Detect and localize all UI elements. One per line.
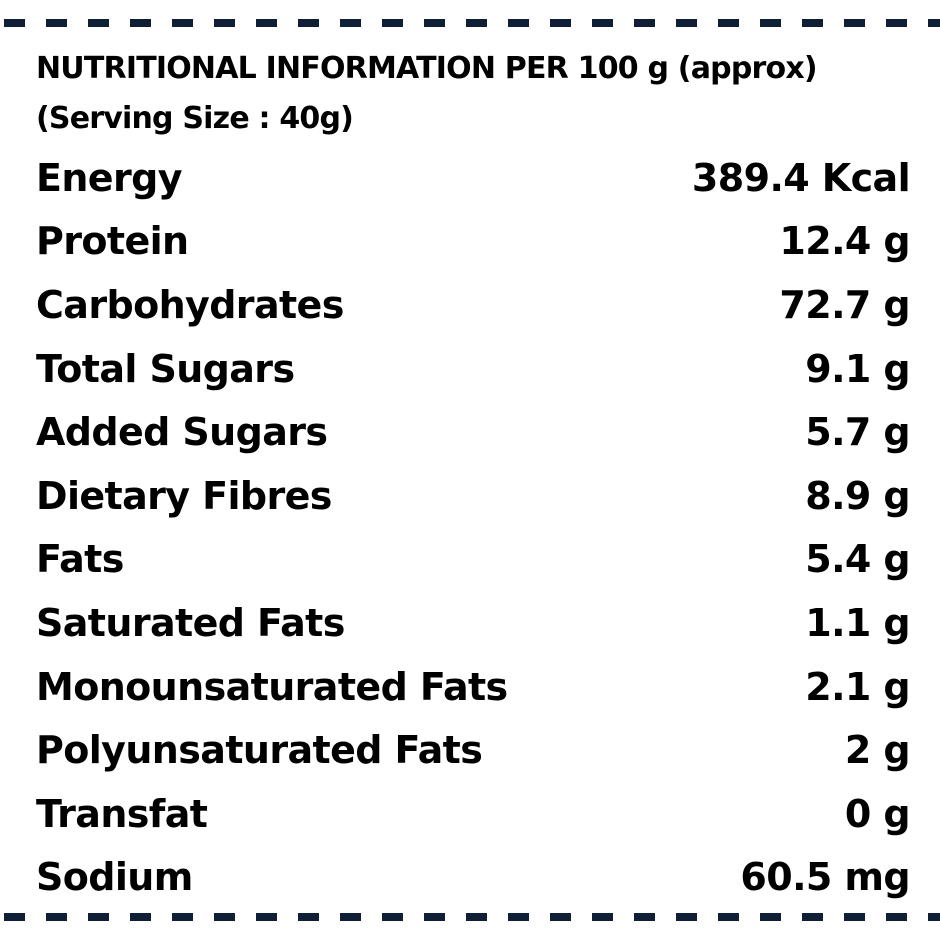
nutrient-row: Polyunsaturated Fats 2 g <box>36 718 911 782</box>
nutrient-name: Sodium <box>36 855 193 900</box>
nutrient-value: 1.1 g <box>805 600 910 645</box>
nutrient-row: Energy 389.4 Kcal <box>36 146 911 210</box>
nutrient-name: Fats <box>36 537 124 582</box>
nutrient-row: Saturated Fats 1.1 g <box>36 591 911 655</box>
serving-size: (Serving Size : 40g) <box>36 101 354 136</box>
nutrient-name: Dietary Fibres <box>36 473 332 518</box>
nutrient-value: 5.4 g <box>805 537 910 582</box>
header-title: NUTRITIONAL INFORMATION PER 100 g (appro… <box>36 51 818 86</box>
nutrient-row: Carbohydrates 72.7 g <box>36 273 911 337</box>
nutrient-name: Monounsaturated Fats <box>36 664 508 709</box>
nutrient-table: Energy 389.4 Kcal Protein 12.4 g Carbohydrat… <box>36 146 911 910</box>
nutrient-row: Total Sugars 9.1 g <box>36 337 911 401</box>
nutrient-value: 2 g <box>844 728 911 773</box>
nutrient-value: 9.1 g <box>805 346 910 391</box>
top-dashed-border <box>4 19 940 27</box>
nutrient-value: 8.9 g <box>805 473 910 518</box>
nutrient-name: Added Sugars <box>36 410 328 455</box>
nutrient-value: 389.4 Kcal <box>691 155 911 200</box>
nutrient-row: Transfat 0 g <box>36 782 911 846</box>
nutrient-name: Saturated Fats <box>36 600 345 645</box>
nutrient-value: 12.4 g <box>779 219 910 264</box>
nutrient-row: Monounsaturated Fats 2.1 g <box>36 655 911 719</box>
nutrient-row: Sodium 60.5 mg <box>36 846 911 910</box>
nutrient-name: Total Sugars <box>36 346 295 391</box>
nutrient-value: 60.5 mg <box>740 855 910 900</box>
nutrient-name: Energy <box>36 155 183 200</box>
nutrient-name: Transfat <box>36 791 208 836</box>
nutrient-value: 2.1 g <box>805 664 910 709</box>
nutrient-row: Fats 5.4 g <box>36 528 911 592</box>
nutrient-name: Protein <box>36 219 189 264</box>
nutrient-row: Dietary Fibres 8.9 g <box>36 464 911 528</box>
nutrient-value: 0 g <box>844 791 911 836</box>
nutrient-row: Added Sugars 5.7 g <box>36 400 911 464</box>
nutrient-name: Polyunsaturated Fats <box>36 728 483 773</box>
nutrient-value: 5.7 g <box>805 410 910 455</box>
nutrition-header: NUTRITIONAL INFORMATION PER 100 g (appro… <box>36 44 818 144</box>
nutrient-value: 72.7 g <box>779 282 910 327</box>
bottom-dashed-border <box>4 913 940 921</box>
nutrient-name: Carbohydrates <box>36 282 344 327</box>
nutrient-row: Protein 12.4 g <box>36 210 911 274</box>
